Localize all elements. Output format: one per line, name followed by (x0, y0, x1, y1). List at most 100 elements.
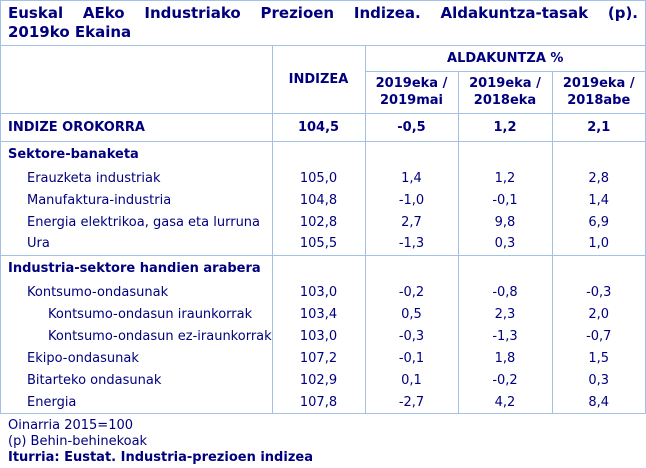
period-header-line: 2019eka / (469, 76, 541, 91)
period-header-line: 2019mai (380, 93, 443, 108)
change-vs-prev-month: -1,3 (364, 233, 458, 256)
period-header-line: 2019eka / (375, 76, 448, 91)
table-row: Ura 105,5 -1,3 0,3 1,0 (1, 233, 645, 256)
period-header-year: 2019eka / 2018eka (457, 71, 552, 113)
change-vs-prev-month (364, 141, 458, 167)
change-group-header: ALDAKUNTZA % (364, 46, 645, 72)
row-label: Erauzketa industriak (27, 170, 161, 186)
row-label: Kontsumo-ondasunak (27, 284, 169, 300)
change-vs-prev-dec: 2,1 (551, 112, 645, 142)
change-vs-prev-month: -0,2 (364, 281, 458, 303)
index-value (271, 255, 365, 281)
page-title-line2: 2019ko Ekaina (8, 23, 132, 41)
change-vs-prev-month (364, 255, 458, 281)
table-row: INDIZE OROKORRA 104,5 -0,5 1,2 2,1 (1, 112, 645, 142)
row-label: Bitarteko ondasunak (27, 372, 162, 388)
index-value: 104,8 (271, 189, 365, 211)
header-row-periods: 2019eka / 2019mai 2019eka / 2018eka 2019ek… (1, 71, 645, 113)
change-vs-prev-year: -0,8 (457, 281, 552, 303)
row-label: Kontsumo-ondasun ez-iraunkorrak (48, 328, 272, 344)
index-value: 103,4 (271, 303, 365, 325)
period-header-line: 2018abe (567, 93, 631, 108)
index-value: 107,2 (271, 347, 365, 369)
index-value: 105,0 (271, 167, 365, 189)
change-vs-prev-year (457, 255, 552, 281)
change-vs-prev-dec: 2,8 (551, 167, 645, 189)
base-note: Oinarria 2015=100 (8, 418, 134, 433)
change-vs-prev-year: -0,1 (457, 189, 552, 211)
index-value: 103,0 (271, 281, 365, 303)
table-row: Industria-sektore handien arabera (1, 255, 645, 281)
footer-notes: Oinarria 2015=100 (p) Behin-behinekoak I… (8, 418, 313, 466)
change-vs-prev-dec: 8,4 (551, 391, 645, 413)
change-vs-prev-month: 1,4 (364, 167, 458, 189)
change-vs-prev-year: 4,2 (457, 391, 552, 413)
change-vs-prev-dec (551, 141, 645, 167)
change-vs-prev-dec: -0,7 (551, 325, 645, 347)
table-row: Sektore-banaketa (1, 141, 645, 167)
index-value: 107,8 (271, 391, 365, 413)
change-vs-prev-month: 0,5 (364, 303, 458, 325)
change-vs-prev-dec: 2,0 (551, 303, 645, 325)
row-label: Sektore-banaketa (8, 146, 139, 162)
change-vs-prev-month: -1,0 (364, 189, 458, 211)
change-vs-prev-year: 1,8 (457, 347, 552, 369)
index-value: 105,5 (271, 233, 365, 256)
table-row: Bitarteko ondasunak 102,9 0,1 -0,2 0,3 (1, 369, 645, 391)
change-vs-prev-year: -0,2 (457, 369, 552, 391)
change-vs-prev-year: -1,3 (457, 325, 552, 347)
change-vs-prev-dec (551, 255, 645, 281)
period-header-line: 2019eka / (562, 76, 635, 91)
change-vs-prev-dec: 1,5 (551, 347, 645, 369)
change-vs-prev-dec: 1,0 (551, 233, 645, 256)
row-label: Energia elektrikoa, gasa eta lurruna (27, 214, 261, 230)
page-title: Euskal AEko Industriako Prezioen Indizea… (1, 1, 645, 46)
index-value: 103,0 (271, 325, 365, 347)
change-vs-prev-month: -2,7 (364, 391, 458, 413)
table-row: Manufaktura-industria 104,8 -1,0 -0,1 1,… (1, 189, 645, 211)
row-label: Industria-sektore handien arabera (8, 260, 261, 276)
provisional-note: (p) Behin-behinekoak (8, 434, 148, 449)
change-vs-prev-year: 0,3 (457, 233, 552, 256)
period-header-month: 2019eka / 2019mai (364, 71, 458, 113)
table-row: Kontsumo-ondasunak 103,0 -0,2 -0,8 -0,3 (1, 281, 645, 303)
header-row-group: INDIZEA ALDAKUNTZA % (1, 46, 645, 113)
row-label: Energia (27, 394, 77, 410)
index-value: 102,9 (271, 369, 365, 391)
period-header-line: 2018eka (473, 93, 537, 108)
index-value (271, 141, 365, 167)
period-header-december: 2019eka / 2018abe (551, 71, 645, 113)
price-index-table: INDIZEA ALDAKUNTZA % 2019eka / 2019mai 20… (1, 46, 645, 413)
change-vs-prev-dec: 6,9 (551, 211, 645, 233)
change-vs-prev-month: -0,5 (364, 112, 458, 142)
change-vs-prev-year: 9,8 (457, 211, 552, 233)
page-title-line1: Euskal AEko Industriako Prezioen Indizea… (8, 4, 638, 22)
source-note: Iturria: Eustat. Industria-prezioen indi… (8, 450, 313, 465)
table-row: Kontsumo-ondasun ez-iraunkorrak 103,0 -0… (1, 325, 645, 347)
table-box: Euskal AEko Industriako Prezioen Indizea… (0, 0, 646, 414)
change-vs-prev-year: 1,2 (457, 167, 552, 189)
table-row: Erauzketa industriak 105,0 1,4 1,2 2,8 (1, 167, 645, 189)
change-vs-prev-dec: 0,3 (551, 369, 645, 391)
change-vs-prev-month: -0,3 (364, 325, 458, 347)
row-label: Ekipo-ondasunak (27, 350, 139, 366)
change-vs-prev-year: 2,3 (457, 303, 552, 325)
index-column-header: INDIZEA (271, 46, 365, 113)
index-value: 104,5 (271, 112, 365, 142)
row-label: Kontsumo-ondasun iraunkorrak (48, 306, 253, 322)
label-column-header (1, 46, 272, 113)
change-vs-prev-dec: -0,3 (551, 281, 645, 303)
table-row: Kontsumo-ondasun iraunkorrak 103,4 0,5 2… (1, 303, 645, 325)
change-vs-prev-month: -0,1 (364, 347, 458, 369)
change-vs-prev-month: 0,1 (364, 369, 458, 391)
change-vs-prev-dec: 1,4 (551, 189, 645, 211)
row-label: Manufaktura-industria (27, 192, 172, 208)
table-row: Energia 107,8 -2,7 4,2 8,4 (1, 391, 645, 413)
row-label: Ura (1, 233, 272, 256)
index-value: 102,8 (271, 211, 365, 233)
row-label: INDIZE OROKORRA (1, 112, 272, 142)
change-vs-prev-year (457, 141, 552, 167)
table-row: Ekipo-ondasunak 107,2 -0,1 1,8 1,5 (1, 347, 645, 369)
table-row: Energia elektrikoa, gasa eta lurruna 102… (1, 211, 645, 233)
